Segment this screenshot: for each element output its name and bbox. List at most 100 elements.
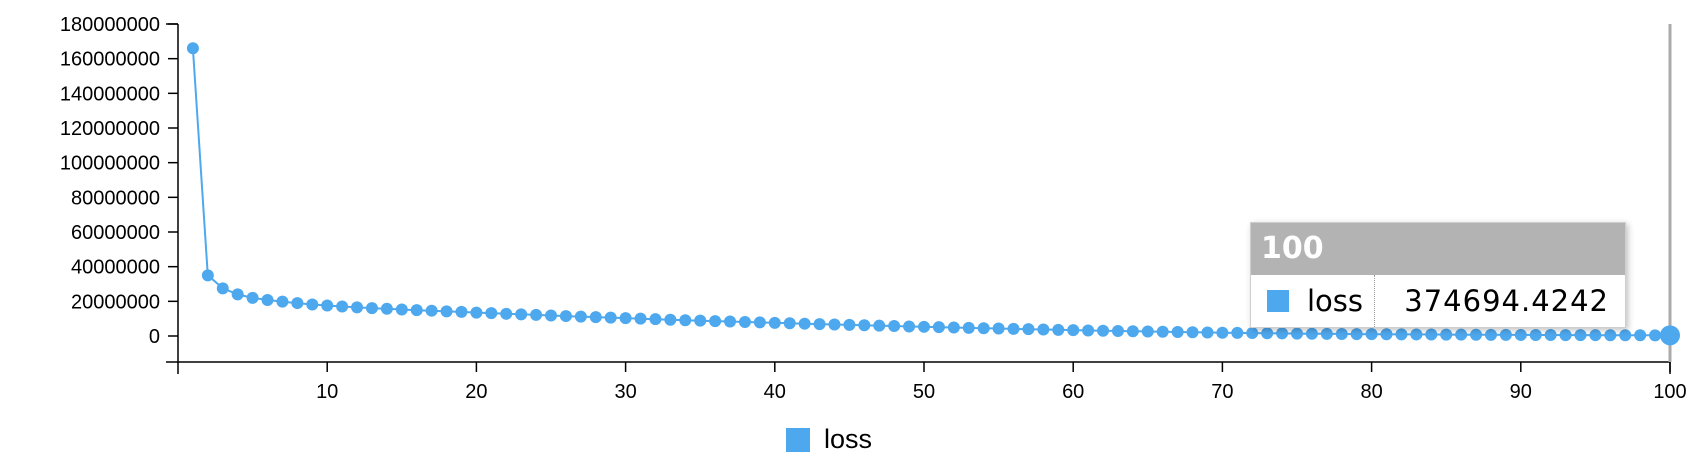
data-point[interactable] — [559, 310, 572, 323]
data-point[interactable] — [679, 314, 692, 327]
data-point[interactable] — [738, 315, 751, 328]
data-point[interactable] — [1440, 328, 1453, 341]
data-point[interactable] — [947, 321, 960, 334]
data-point[interactable] — [351, 301, 364, 314]
legend-item-loss[interactable]: loss — [786, 424, 872, 455]
data-point[interactable] — [500, 307, 513, 320]
data-point[interactable] — [1276, 327, 1289, 340]
highlighted-data-point[interactable] — [1660, 325, 1680, 346]
data-point[interactable] — [291, 297, 304, 310]
data-point[interactable] — [962, 321, 975, 334]
data-point[interactable] — [1320, 327, 1333, 340]
data-point[interactable] — [1544, 329, 1557, 342]
data-point[interactable] — [1559, 329, 1572, 342]
data-point[interactable] — [1186, 326, 1199, 339]
data-point[interactable] — [261, 293, 274, 306]
data-point[interactable] — [530, 308, 543, 321]
data-point[interactable] — [589, 311, 602, 324]
data-point[interactable] — [470, 306, 483, 319]
data-point[interactable] — [1470, 328, 1483, 341]
data-point[interactable] — [1365, 328, 1378, 341]
data-point[interactable] — [992, 322, 1005, 335]
data-point[interactable] — [1291, 327, 1303, 340]
data-point[interactable] — [1425, 328, 1438, 341]
data-point[interactable] — [1484, 328, 1497, 341]
data-point[interactable] — [545, 309, 557, 322]
data-point[interactable] — [694, 314, 707, 327]
data-point[interactable] — [1231, 326, 1244, 339]
data-point[interactable] — [440, 305, 453, 318]
data-point[interactable] — [276, 295, 289, 308]
data-point[interactable] — [1037, 323, 1050, 336]
data-point[interactable] — [1499, 328, 1512, 341]
data-point[interactable] — [858, 319, 871, 332]
data-point[interactable] — [1216, 326, 1229, 339]
data-point[interactable] — [918, 320, 930, 333]
data-point[interactable] — [216, 282, 229, 295]
data-point[interactable] — [336, 300, 349, 313]
data-point[interactable] — [1201, 326, 1214, 339]
data-point[interactable] — [828, 318, 841, 331]
data-point[interactable] — [365, 302, 378, 315]
data-point[interactable] — [515, 308, 528, 321]
data-point[interactable] — [1395, 328, 1408, 341]
data-point[interactable] — [1141, 325, 1154, 338]
data-point[interactable] — [1455, 328, 1468, 341]
data-point[interactable] — [1111, 324, 1124, 337]
data-point[interactable] — [380, 302, 393, 315]
data-point[interactable] — [888, 320, 901, 333]
data-point[interactable] — [231, 288, 244, 301]
data-point[interactable] — [768, 316, 781, 329]
data-point[interactable] — [1649, 329, 1662, 342]
data-point[interactable] — [753, 316, 766, 329]
data-point[interactable] — [1514, 328, 1527, 341]
data-point[interactable] — [619, 312, 632, 325]
data-point[interactable] — [1604, 329, 1617, 342]
data-point[interactable] — [724, 315, 737, 328]
data-point[interactable] — [186, 42, 199, 55]
data-point[interactable] — [1634, 329, 1647, 342]
data-point[interactable] — [1022, 323, 1035, 336]
data-point[interactable] — [1052, 323, 1065, 336]
data-point[interactable] — [649, 313, 662, 326]
data-point[interactable] — [873, 319, 886, 332]
data-point[interactable] — [1067, 324, 1080, 337]
data-point[interactable] — [1261, 327, 1274, 340]
data-point[interactable] — [395, 303, 408, 316]
data-point[interactable] — [485, 307, 498, 320]
data-point[interactable] — [1335, 328, 1348, 341]
data-point[interactable] — [1097, 324, 1110, 337]
data-point[interactable] — [1350, 328, 1363, 341]
data-point[interactable] — [1246, 327, 1259, 340]
data-point[interactable] — [798, 317, 811, 330]
data-point[interactable] — [425, 304, 438, 317]
data-point[interactable] — [1007, 322, 1020, 335]
data-point[interactable] — [410, 304, 423, 317]
data-point[interactable] — [201, 269, 214, 282]
data-point[interactable] — [664, 313, 677, 326]
data-point[interactable] — [1619, 329, 1632, 342]
data-point[interactable] — [1082, 324, 1095, 337]
data-point[interactable] — [1410, 328, 1423, 341]
data-point[interactable] — [813, 318, 826, 331]
data-point[interactable] — [783, 317, 796, 330]
data-point[interactable] — [1305, 327, 1318, 340]
data-point[interactable] — [306, 298, 319, 311]
data-point[interactable] — [1589, 329, 1602, 342]
data-point[interactable] — [1126, 325, 1139, 338]
data-point[interactable] — [1156, 325, 1169, 338]
data-point[interactable] — [709, 315, 722, 328]
data-point[interactable] — [246, 291, 259, 304]
data-point[interactable] — [1529, 328, 1542, 341]
data-point[interactable] — [843, 318, 856, 331]
data-point[interactable] — [574, 310, 587, 323]
data-point[interactable] — [1574, 329, 1587, 342]
data-point[interactable] — [321, 299, 334, 312]
data-point[interactable] — [1171, 326, 1184, 339]
data-point[interactable] — [455, 305, 468, 318]
data-point[interactable] — [1380, 328, 1393, 341]
data-point[interactable] — [634, 312, 647, 325]
data-point[interactable] — [903, 320, 916, 333]
data-point[interactable] — [604, 311, 617, 324]
data-point[interactable] — [932, 321, 945, 334]
